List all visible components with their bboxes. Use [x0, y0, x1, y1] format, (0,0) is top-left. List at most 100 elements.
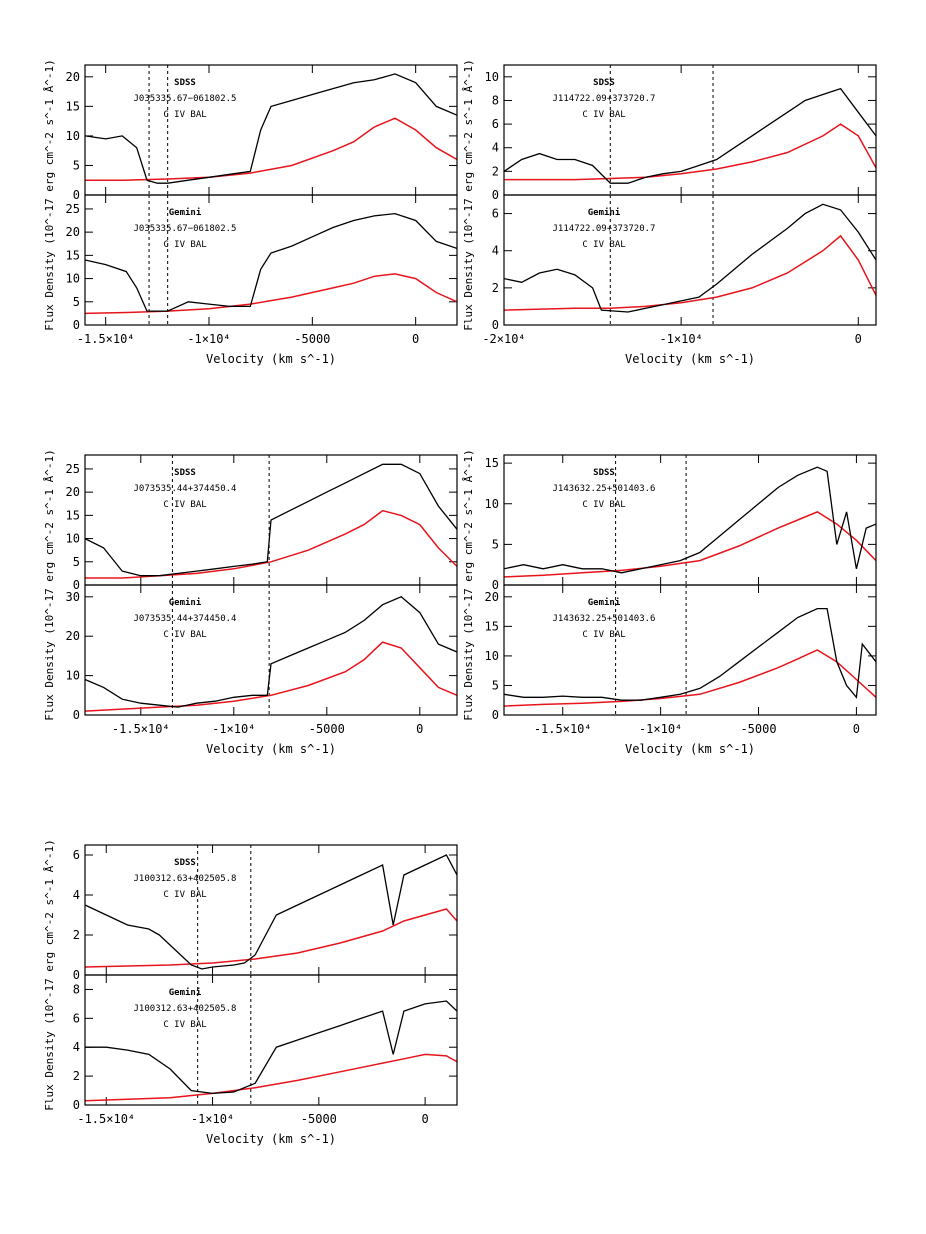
x-tick-label: -1×10⁴ [639, 722, 682, 736]
model-spectrum-line [504, 234, 876, 311]
panel-note: C IV BAL [163, 240, 206, 250]
panel-sdss: 0 5 10 15 SDSS J143632.25+501403.6 C IV BAL [485, 454, 877, 592]
y-tick-label: 8 [73, 982, 80, 996]
x-tick-label: -1.5×10⁴ [112, 722, 170, 736]
y-axis-label: Flux Density (10^-17 erg cm^-2 s^-1 Å^-1… [43, 449, 56, 721]
y-tick-label: 0 [492, 188, 499, 202]
x-tick-label: 0 [855, 332, 862, 346]
y-tick-label: 0 [73, 1098, 80, 1112]
y-axis-label: Flux Density (10^-17 erg cm^-2 s^-1 Å^-1… [462, 59, 475, 331]
panel-note: C IV BAL [582, 630, 625, 640]
x-tick-label: -1.5×10⁴ [77, 332, 135, 346]
panel-label: SDSS [174, 858, 196, 868]
panel-label: Gemini [588, 207, 621, 218]
observed-spectrum-line [85, 73, 457, 184]
y-tick-label: 4 [492, 141, 499, 155]
y-tick-label: 6 [73, 848, 80, 862]
x-tick-label: -1.5×10⁴ [77, 1112, 135, 1126]
panel-sdss: 0 5 10 15 20 SDSS J035335.67−061802.5 C IV BAL [66, 64, 458, 202]
y-tick-label: 15 [66, 508, 80, 522]
panel-label: Gemini [588, 597, 621, 608]
x-tick-label: 0 [416, 722, 423, 736]
y-tick-label: 15 [66, 99, 80, 113]
y-tick-label: 10 [485, 497, 499, 511]
x-tick-label: -1.5×10⁴ [534, 722, 592, 736]
object-name: J073535.44+374450.4 [134, 484, 237, 494]
panel-label: SDSS [593, 468, 615, 478]
y-tick-label: 10 [66, 532, 80, 546]
y-tick-label: 20 [66, 225, 80, 239]
y-tick-label: 0 [73, 578, 80, 592]
panel-gemini: 0 5 10 15 20 25 Gemini J035335.67−061802.5 C IV … [66, 194, 458, 332]
y-tick-label: 2 [73, 1069, 80, 1083]
model-spectrum-line [85, 1053, 457, 1102]
panel-frame [503, 584, 877, 716]
y-tick-label: 25 [66, 462, 80, 476]
x-axis-label: Velocity (km s^-1) [206, 742, 336, 756]
x-tick-label: -5000 [294, 332, 330, 346]
object-name: J143632.25+501403.6 [553, 484, 656, 494]
panel-label: Gemini [169, 207, 202, 218]
x-tick-label: 0 [853, 722, 860, 736]
y-tick-label: 20 [485, 590, 499, 604]
x-axis-label: Velocity (km s^-1) [625, 352, 755, 366]
observed-spectrum-line [504, 607, 876, 701]
y-tick-label: 4 [73, 1040, 80, 1054]
y-axis-label: Flux Density (10^-17 erg cm^-2 s^-1 Å^-1… [462, 449, 475, 721]
observed-spectrum-line [85, 854, 457, 970]
x-tick-label: -2×10⁴ [482, 332, 525, 346]
observed-spectrum-line [504, 87, 876, 184]
x-tick-label: 0 [412, 332, 419, 346]
chart-figure-2: 0 5 10 15 20 25 SDSS J073535.44+374450.4 C IV BA… [43, 449, 458, 756]
x-tick-label: -5000 [309, 722, 345, 736]
panel-label: Gemini [169, 597, 202, 608]
x-tick-label: -1×10⁴ [212, 722, 255, 736]
panel-frame [84, 64, 458, 196]
object-name: J114722.09+373720.7 [553, 94, 656, 104]
panel-gemini: 0 5 10 15 20 Gemini J143632.25+501403.6 C IV BA… [485, 584, 877, 722]
y-axis-label: Flux Density (10^-17 erg cm^-2 s^-1 Å^-1… [43, 839, 56, 1111]
y-tick-label: 6 [492, 207, 499, 221]
y-tick-label: 8 [492, 93, 499, 107]
x-tick-label: -1×10⁴ [187, 332, 230, 346]
panel-frame [84, 974, 458, 1106]
y-tick-label: 4 [492, 244, 499, 258]
y-tick-label: 10 [66, 669, 80, 683]
model-spectrum-line [504, 649, 876, 707]
x-axis-label: Velocity (km s^-1) [206, 352, 336, 366]
panel-gemini: 0 2 4 6 Gemini J114722.09+373720.7 C IV BAL [492, 194, 877, 332]
observed-spectrum-line [85, 596, 457, 708]
panel-sdss: 0 5 10 15 20 25 SDSS J073535.44+374450.4 C IV BA… [66, 454, 458, 592]
object-name: J100312.63+402505.8 [134, 874, 237, 884]
x-tick-label: -1×10⁴ [191, 1112, 234, 1126]
model-spectrum-line [504, 511, 876, 578]
y-tick-label: 5 [73, 158, 80, 172]
observed-spectrum-line [85, 212, 457, 312]
object-name: J073535.44+374450.4 [134, 614, 237, 624]
y-tick-label: 5 [492, 678, 499, 692]
chart-figure-1: 0 2 4 6 8 10 SDSS J114722.09+373720.7 C IV BAL 0 2… [462, 59, 877, 366]
model-spectrum-line [85, 117, 457, 181]
y-tick-label: 0 [73, 968, 80, 982]
object-name: J143632.25+501403.6 [553, 614, 656, 624]
object-name: J035335.67−061802.5 [134, 94, 237, 104]
panel-frame [84, 584, 458, 716]
y-tick-label: 0 [73, 708, 80, 722]
x-tick-label: -5000 [301, 1112, 337, 1126]
observed-spectrum-line [85, 463, 457, 577]
y-tick-label: 4 [73, 888, 80, 902]
object-name: J114722.09+373720.7 [553, 224, 656, 234]
model-spectrum-line [85, 908, 457, 968]
chart-figure-4: 0 2 4 6 SDSS J100312.63+402505.8 C IV BAL 0 2 4 6 8… [43, 839, 458, 1146]
panel-note: C IV BAL [582, 500, 625, 510]
y-tick-label: 30 [66, 590, 80, 604]
panel-frame [84, 844, 458, 976]
model-spectrum-line [85, 273, 457, 315]
y-tick-label: 10 [485, 649, 499, 663]
observed-spectrum-line [85, 1000, 457, 1095]
y-tick-label: 25 [66, 202, 80, 216]
x-axis-label: Velocity (km s^-1) [625, 742, 755, 756]
panel-frame [503, 64, 877, 196]
